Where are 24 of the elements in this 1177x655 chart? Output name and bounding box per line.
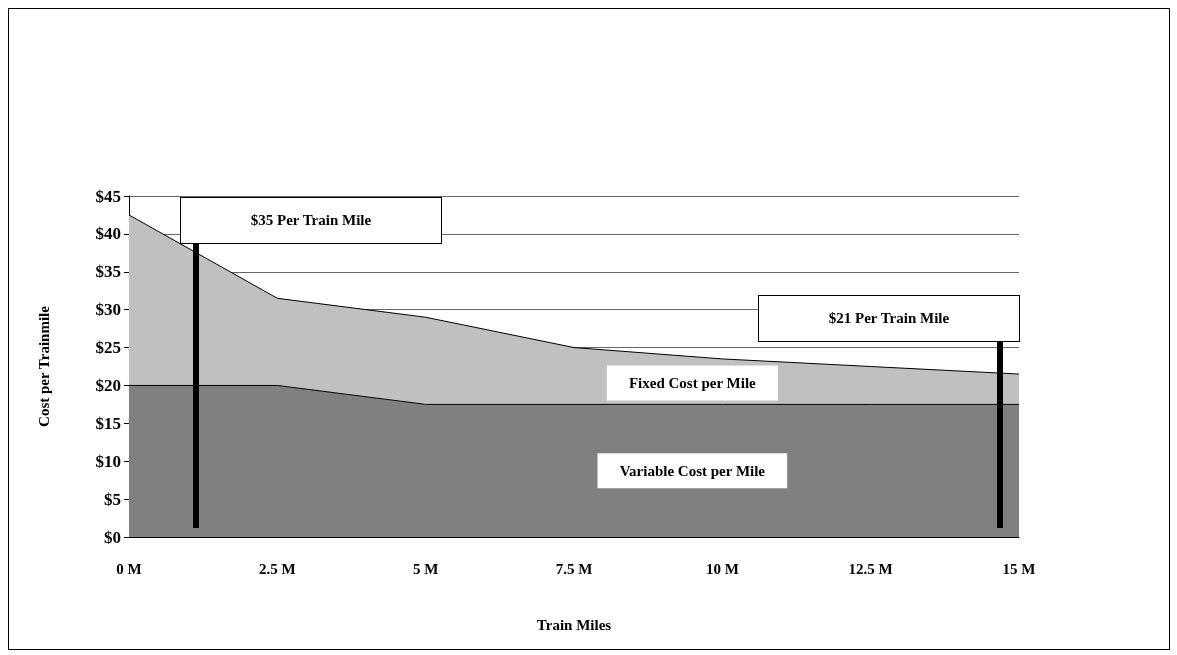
- callout: $35 Per Train Mile: [180, 197, 442, 528]
- y-tick-label: $5: [104, 489, 121, 509]
- y-tick-label: $30: [95, 300, 121, 320]
- y-tick-label: $25: [95, 338, 121, 358]
- x-tick-label: 2.5 M: [259, 560, 296, 577]
- y-tick-label: $20: [95, 375, 121, 395]
- y-tick-label: $0: [104, 527, 121, 547]
- x-tick-label: 7.5 M: [555, 560, 593, 577]
- y-tick-label: $40: [95, 224, 121, 244]
- x-tick-label: 5 M: [412, 560, 439, 577]
- y-tick-label: $35: [95, 262, 121, 282]
- x-axis-title: Train Miles: [536, 616, 612, 633]
- series-label: Fixed Cost per Mile: [628, 374, 757, 391]
- y-tick-label: $45: [95, 186, 121, 206]
- x-tick-label: 12.5 M: [848, 560, 893, 577]
- annotation: $35 Per Train Mile: [180, 197, 442, 244]
- annotation: $21 Per Train Mile: [758, 295, 1020, 342]
- y-tick-label: $15: [95, 413, 121, 433]
- x-tick-label: 10 M: [705, 560, 739, 577]
- y-axis-title: Cost per Trainmile: [35, 305, 52, 427]
- x-tick-label: 15 M: [1002, 560, 1036, 577]
- series-label: Variable Cost per Mile: [619, 462, 766, 479]
- y-tick-label: $10: [95, 451, 121, 471]
- x-tick-label: 0 M: [116, 560, 142, 577]
